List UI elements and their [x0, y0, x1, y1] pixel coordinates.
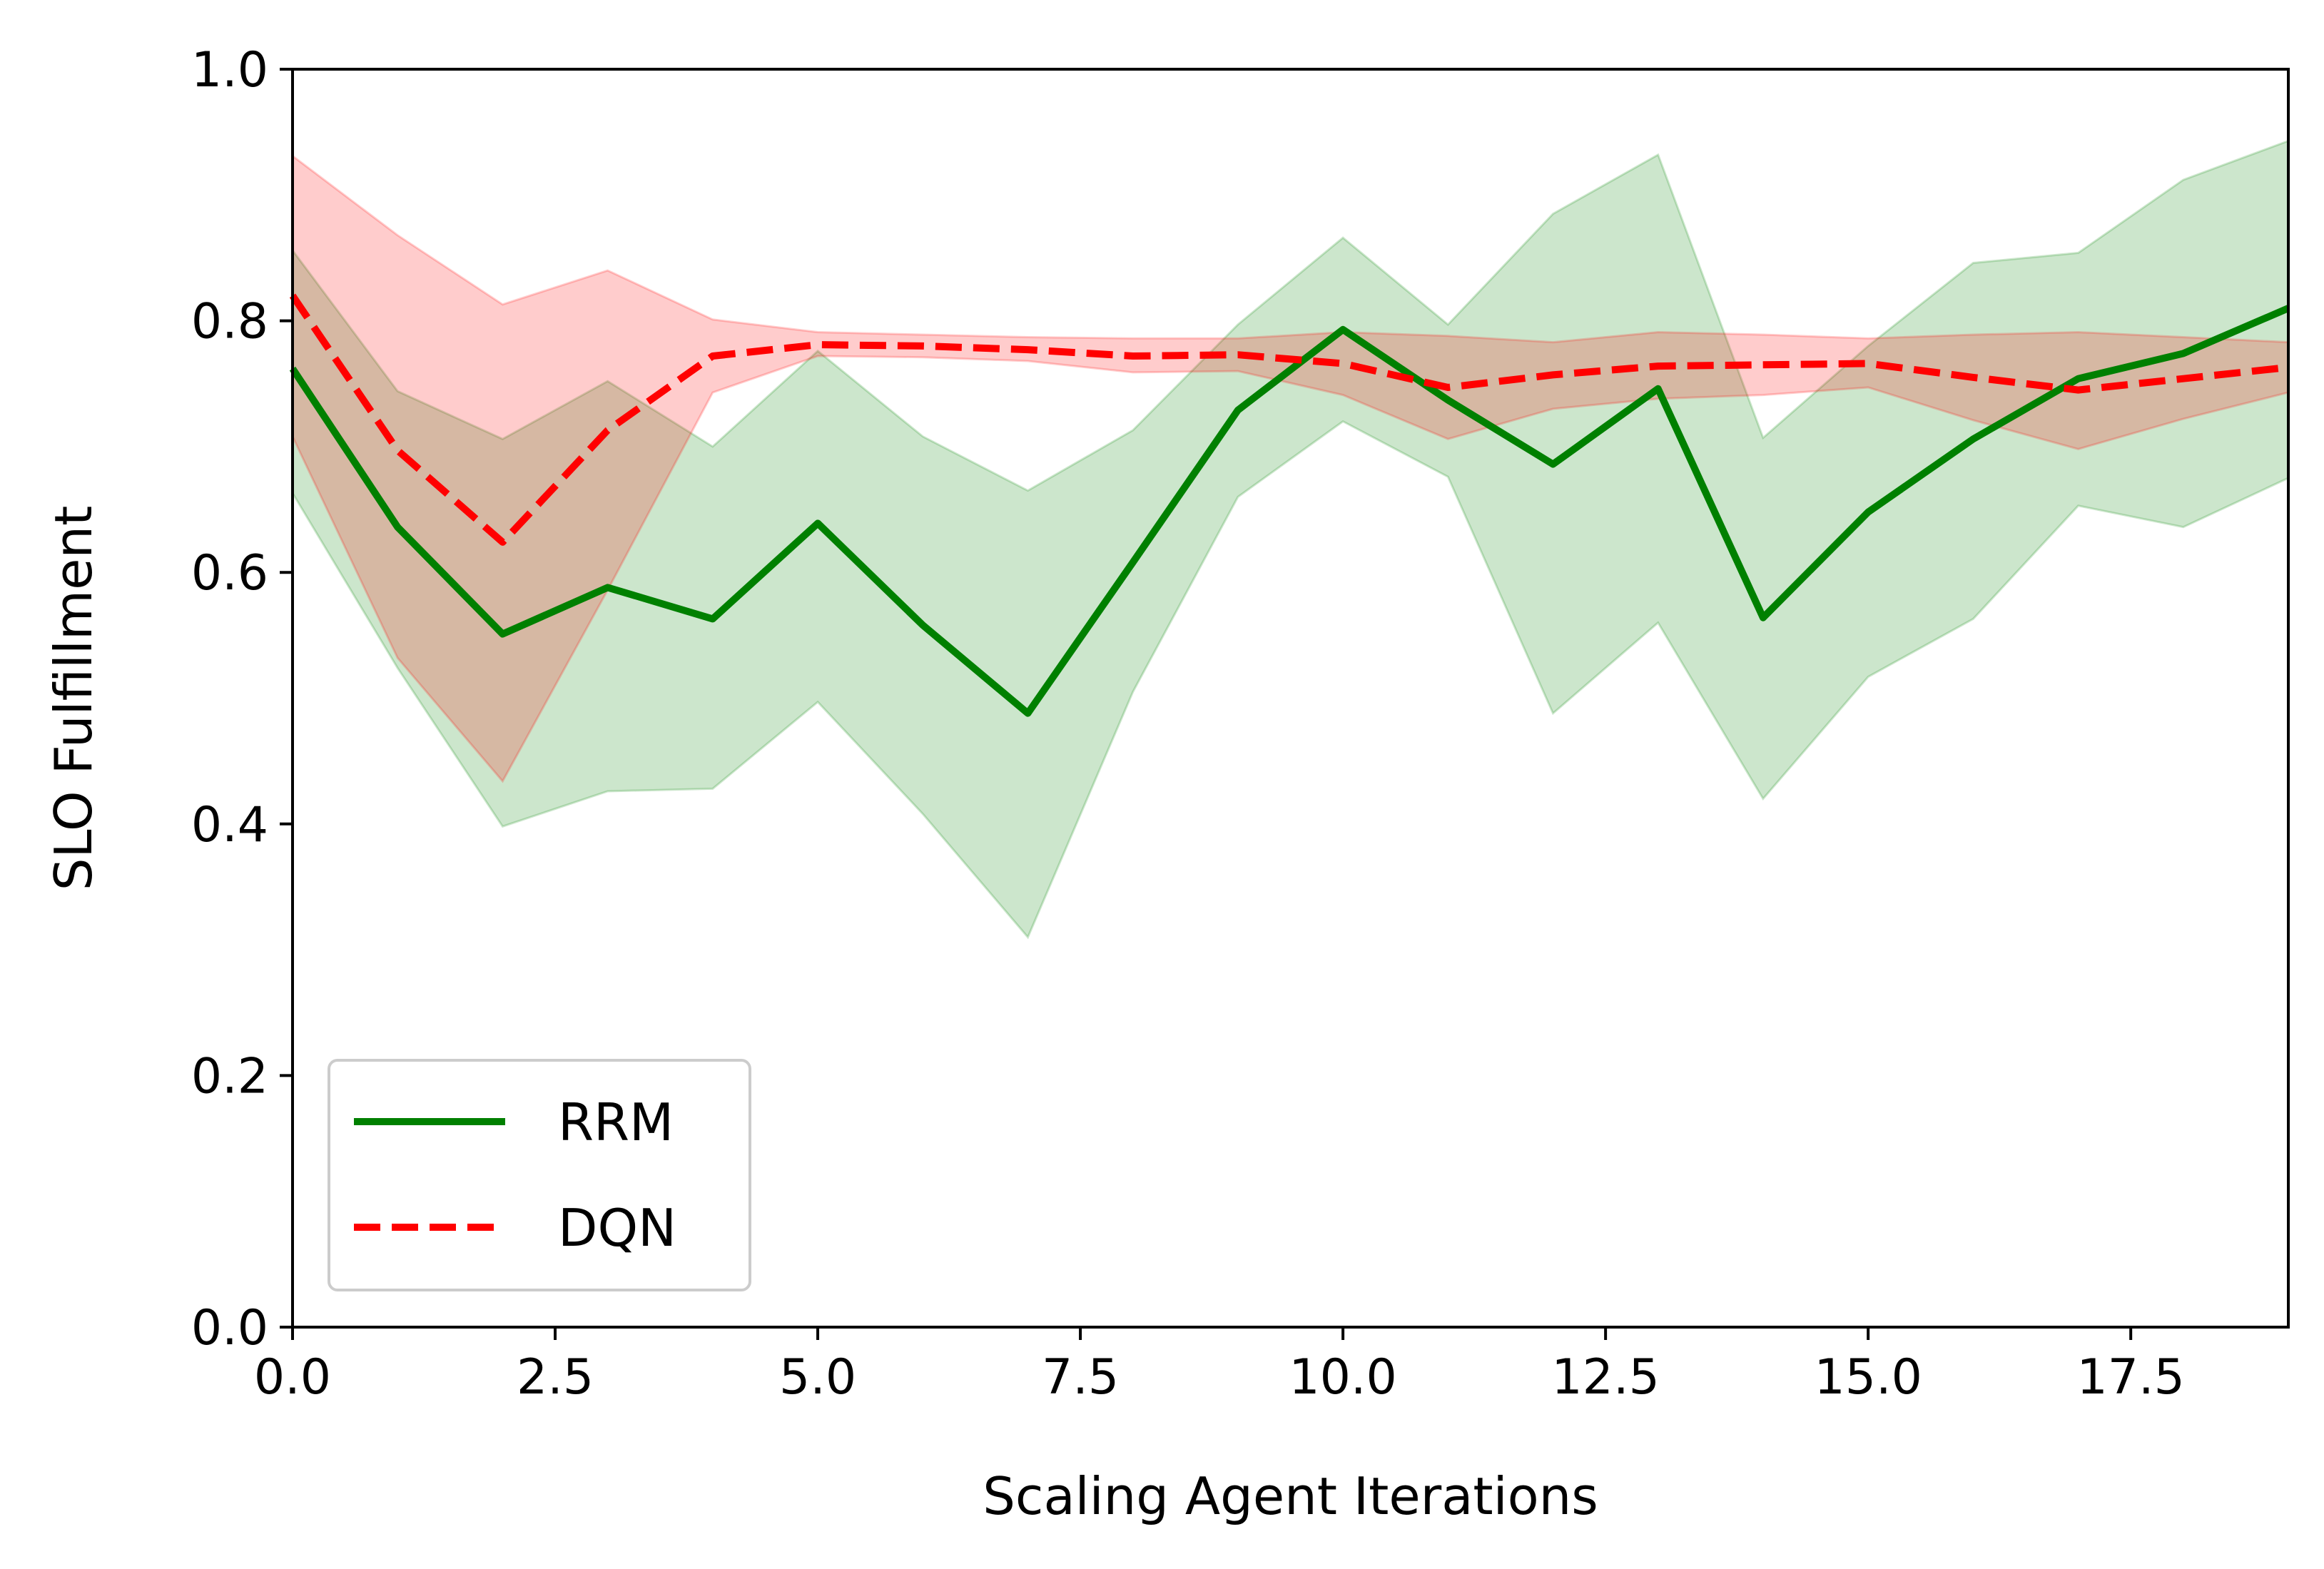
- x-tick-label: 15.0: [1814, 1349, 1922, 1406]
- plot-frame: [291, 68, 2290, 1329]
- y-tick-label: 0.8: [191, 294, 268, 350]
- line-rrm: [289, 305, 2290, 717]
- x-axis-ticks: 0.0 2.5 5.0 7.5 10.0 12.5 15.0 17.5: [254, 1327, 2185, 1406]
- line-dqn: [289, 293, 2289, 546]
- x-tick-label: 2.5: [517, 1349, 594, 1406]
- x-tick-label: 12.5: [1551, 1349, 1659, 1406]
- y-tick-label: 1.0: [191, 42, 268, 98]
- x-tick-label: 7.5: [1042, 1349, 1119, 1406]
- legend-box: [328, 1059, 751, 1291]
- x-tick-label: 17.5: [2076, 1349, 2184, 1406]
- legend: RRM DQN: [328, 1059, 751, 1291]
- y-tick-label: 0.4: [191, 797, 268, 853]
- x-tick-label: 0.0: [254, 1349, 331, 1406]
- y-axis-ticks: 0.0 0.2 0.4 0.6 0.8 1.0: [191, 42, 293, 1356]
- legend-label-rrm: RRM: [558, 1092, 674, 1152]
- x-tick-label: 10.0: [1289, 1349, 1396, 1406]
- y-axis-title: SLO Fulfillment: [44, 506, 103, 891]
- legend-label-dqn: DQN: [558, 1198, 676, 1258]
- y-tick-label: 0.2: [191, 1048, 268, 1105]
- series-lines: [289, 293, 2290, 717]
- y-tick-label: 0.6: [191, 545, 268, 601]
- x-tick-label: 5.0: [779, 1349, 856, 1406]
- x-axis-title: Scaling Agent Iterations: [983, 1466, 1598, 1526]
- y-tick-label: 0.0: [191, 1300, 268, 1356]
